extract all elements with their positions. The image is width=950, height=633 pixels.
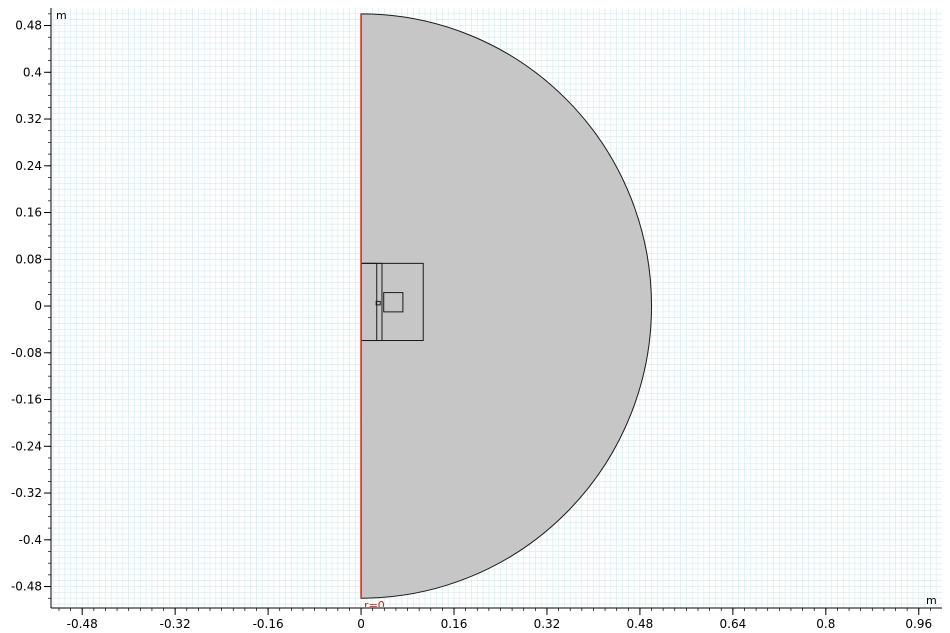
x-tick-label: 0.48 [627,617,654,631]
y-tick-label: 0.32 [15,112,42,126]
y-tick-label: -0.48 [11,580,42,594]
geometry-coil-box [383,292,404,313]
y-tick-label: 0.16 [15,206,42,220]
y-tick-label: 0.24 [15,159,42,173]
x-tick-label: -0.32 [160,617,191,631]
x-tick-label: 0.64 [720,617,747,631]
x-tick-label: 0.32 [534,617,561,631]
air-domain-half-disk[interactable] [360,13,652,599]
y-tick-label: 0.4 [23,65,42,79]
x-tick-label: 0.16 [441,617,468,631]
x-unit-label: m [926,594,937,607]
x-ruler [0,607,950,633]
y-tick-label: 0 [34,299,42,313]
x-tick-label: 0.8 [816,617,835,631]
x-tick-label: -0.16 [253,617,284,631]
x-tick-label: 0.96 [905,617,932,631]
y-tick-label: -0.08 [11,346,42,360]
y-tick-label: 0.48 [15,19,42,33]
geometry-tiny-box [375,300,381,306]
y-tick-label: -0.16 [11,393,42,407]
y-tick-label: -0.32 [11,486,42,500]
y-tick-label: -0.24 [11,439,42,453]
x-tick-label: 0 [357,617,365,631]
y-ruler [0,0,52,633]
y-axis-ticks: 0.48 0.4 0.32 0.24 0.16 0.08 0 -0.08 -0.16 -0.24 -… [11,8,52,608]
y-tick-label: -0.4 [19,533,42,547]
x-axis-ticks: -0.48 -0.32 -0.16 0 0.16 0.32 0.48 0.64 0.8 0.96 [51,607,942,631]
y-unit-label: m [56,9,67,22]
y-tick-label: 0.08 [15,252,42,266]
x-tick-label: -0.48 [67,617,98,631]
